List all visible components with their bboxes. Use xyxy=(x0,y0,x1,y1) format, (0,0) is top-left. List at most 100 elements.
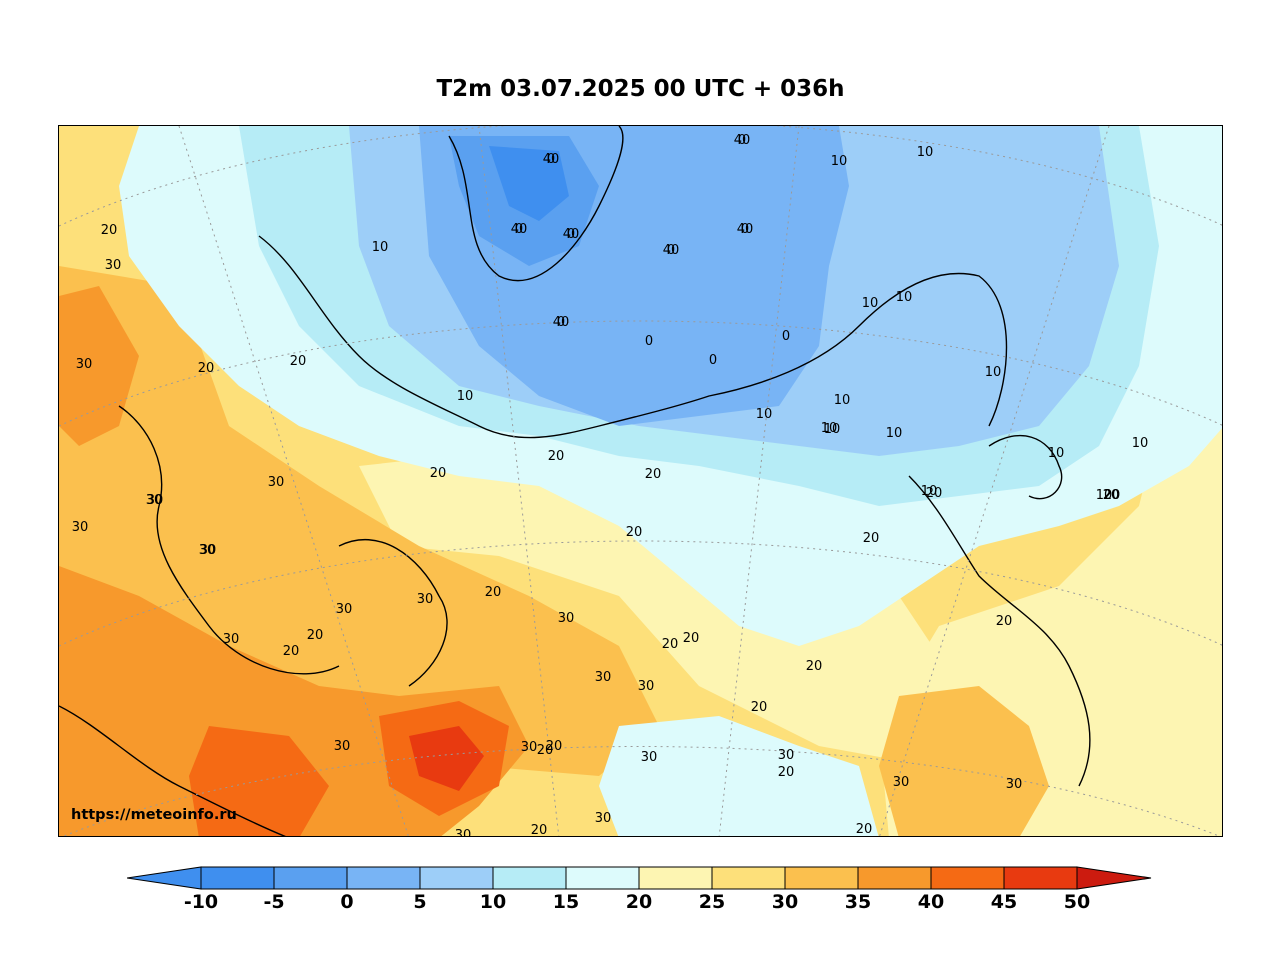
colorbar-tick-label: 5 xyxy=(413,891,427,913)
contour-label: 20 xyxy=(778,765,795,780)
colorbar-bin xyxy=(711,866,786,890)
contour-label: 30 xyxy=(147,493,164,508)
colorbar-bin xyxy=(784,866,859,890)
contour-label: 30 xyxy=(778,748,795,763)
contour-label: 40 xyxy=(553,315,570,330)
contour-label: 0 xyxy=(557,315,565,330)
contour-label: 10 xyxy=(917,145,934,160)
colorbar-tick-label: 40 xyxy=(917,891,945,913)
contour-label: 30 xyxy=(558,611,575,626)
colorbar-tick-label: 45 xyxy=(990,891,1018,913)
contour-label: 0 xyxy=(709,353,717,368)
contour-label: 30 xyxy=(641,750,658,765)
colorbar-under-arrow xyxy=(127,866,202,890)
contour-label: 40 xyxy=(737,222,754,237)
contour-label: 10 xyxy=(756,407,773,422)
coastlines xyxy=(59,126,1091,836)
contour-label: 0 xyxy=(667,243,675,258)
map-canvas: 0 0 0 0 0 0 0 0 0 0 10 10 10 10 10 10 10 10 10 10 10 10 10 10 10… xyxy=(59,126,1222,837)
colorbar-bin xyxy=(565,866,640,890)
contour-label: 40 xyxy=(543,152,560,167)
contour-label: 40 xyxy=(663,243,680,258)
contour-label: 20 xyxy=(626,525,643,540)
contour-label: 30 xyxy=(595,670,612,685)
contour-label: 0 xyxy=(567,227,575,242)
contour-label: 30 xyxy=(521,740,538,755)
contour-label: 0 xyxy=(782,329,790,344)
colorbar-bin xyxy=(492,866,567,890)
contour-label: 30 xyxy=(595,811,612,826)
contour-label: 10 xyxy=(921,484,938,499)
colorbar-tick-label: 0 xyxy=(340,891,354,913)
contour-label: 20 xyxy=(537,743,554,758)
contour-label: 10 xyxy=(1096,488,1113,503)
colorbar-tick-label: -5 xyxy=(263,891,285,913)
contour-label: 10 xyxy=(834,393,851,408)
contour-label: 20 xyxy=(806,659,823,674)
colorbar xyxy=(127,866,1152,890)
colorbar-tick-label: 25 xyxy=(698,891,726,913)
contour-label: 20 xyxy=(290,354,307,369)
contour-label: 10 xyxy=(1048,446,1065,461)
contour-label: 30 xyxy=(146,493,163,508)
colorbar-tick-label: 35 xyxy=(844,891,872,913)
contour-label: 20 xyxy=(751,700,768,715)
graticule xyxy=(59,126,1222,836)
contour-label: 10 xyxy=(831,154,848,169)
contour-label: 10 xyxy=(372,240,389,255)
contour-label: 10 xyxy=(457,389,474,404)
colorbar-tick-label: 50 xyxy=(1063,891,1091,913)
contour-label: 20 xyxy=(1103,488,1120,503)
contour-label: 20 xyxy=(546,739,563,754)
contour-label: 10 xyxy=(985,365,1002,380)
contour-label: 30 xyxy=(199,543,216,558)
colorbar-bin xyxy=(419,866,494,890)
contour-label: 0 xyxy=(547,152,555,167)
contour-label: 30 xyxy=(1006,777,1023,792)
contour-label: 30 xyxy=(638,679,655,694)
contour-label: 20 xyxy=(863,531,880,546)
contour-label: 10 xyxy=(824,422,841,437)
colorbar-bin xyxy=(857,866,932,890)
contour-label: 30 xyxy=(76,357,93,372)
contour-label: 10 xyxy=(862,296,879,311)
contour-label: 30 xyxy=(334,739,351,754)
contour-label: 40 xyxy=(563,227,580,242)
contour-label: 20 xyxy=(856,822,873,837)
contour-label: 10 xyxy=(886,426,903,441)
colorbar-over-arrow xyxy=(1076,866,1152,890)
contour-label: 40 xyxy=(734,133,751,148)
colorbar-tick-label: 10 xyxy=(479,891,507,913)
contour-label: 20 xyxy=(645,467,662,482)
colorbar-tick-label: 30 xyxy=(771,891,799,913)
contour-label: 30 xyxy=(200,543,217,558)
contour-label: 20 xyxy=(198,361,215,376)
colorbar-tick-label: 15 xyxy=(552,891,580,913)
contour-label: 20 xyxy=(662,637,679,652)
contour-labels: 0 0 0 0 0 0 0 0 0 0 10 10 10 10 10 10 10 10 10 10 10 10 10 10 10… xyxy=(72,133,1149,837)
source-credit: https://meteoinfo.ru xyxy=(71,807,237,823)
contour-label: 20 xyxy=(996,614,1013,629)
contour-label: 10 xyxy=(821,421,838,436)
contour-label: 20 xyxy=(485,585,502,600)
contour-label: 20 xyxy=(283,644,300,659)
contour-label: 20 xyxy=(531,823,548,837)
contour-label: 20 xyxy=(926,486,943,501)
colorbar-bin xyxy=(200,866,275,890)
contour-label: 30 xyxy=(105,258,122,273)
contour-label: 20 xyxy=(683,631,700,646)
contour-label: 20 xyxy=(307,628,324,643)
contour-label: 0 xyxy=(738,133,746,148)
contour-label: 0 xyxy=(515,222,523,237)
contour-label: 10 xyxy=(896,290,913,305)
contour-label: 40 xyxy=(511,222,528,237)
temperature-field-30-35-east xyxy=(879,686,1049,836)
colorbar-bin xyxy=(273,866,348,890)
temperature-field-minus10-minus5 xyxy=(489,146,569,221)
contour-label: 30 xyxy=(268,475,285,490)
contour-label: 0 xyxy=(741,222,749,237)
temperature-field-15-20-south xyxy=(599,716,879,836)
colorbar-tick-label: -10 xyxy=(183,891,219,913)
contour-label: 10 xyxy=(1132,436,1149,451)
contour-label: 20 xyxy=(101,223,118,238)
